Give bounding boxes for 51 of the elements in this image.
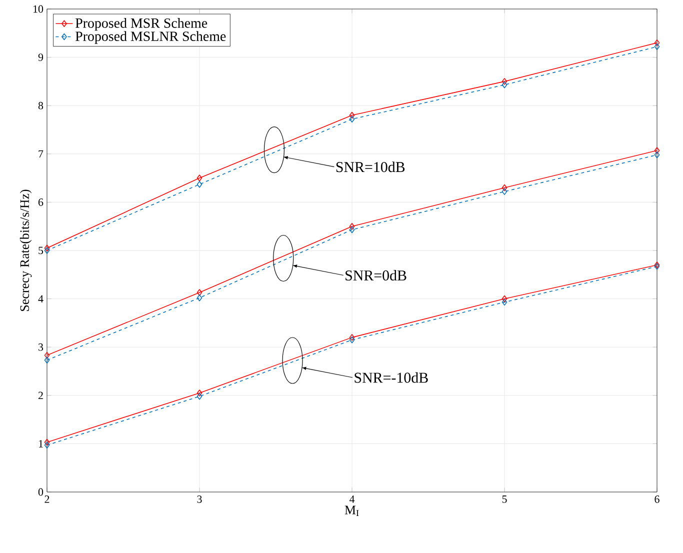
y-tick-label: 7	[38, 150, 44, 158]
point	[502, 78, 508, 85]
point	[44, 247, 50, 254]
point	[196, 180, 202, 188]
x-tick-label: 4	[349, 496, 355, 503]
annotation: SNR=0dB	[346, 270, 406, 281]
x-tick-label: 6	[654, 496, 660, 503]
y-tick-label: 3	[38, 343, 44, 351]
point	[44, 352, 50, 359]
point	[44, 356, 50, 364]
annotation: SNR=-10dB	[354, 372, 428, 383]
point	[502, 184, 508, 192]
y-tick-label: 5	[38, 246, 44, 254]
point	[44, 244, 50, 252]
y-tick-label: 8	[38, 102, 44, 110]
y-tick-label: 1	[38, 440, 43, 448]
point	[502, 295, 508, 302]
point	[349, 112, 355, 119]
point	[196, 294, 202, 302]
point	[502, 298, 508, 306]
x-tick-label: 2	[44, 496, 50, 503]
point	[654, 39, 660, 46]
y-tick-label: 0	[38, 488, 44, 496]
legend-label: Proposed MSR Scheme	[76, 18, 208, 31]
point	[44, 442, 50, 449]
point	[349, 334, 355, 341]
point	[502, 81, 508, 88]
y-tick-label: 10	[33, 5, 44, 13]
annotation: SNR=10dB	[336, 162, 405, 172]
point	[502, 188, 508, 195]
point	[349, 336, 355, 344]
y-tick-label: 6	[38, 198, 44, 206]
point	[349, 116, 355, 123]
point	[654, 147, 660, 154]
point	[196, 390, 202, 396]
point	[349, 222, 355, 230]
y-axis-title: Secrecy Rate(bits/s/Hz)	[20, 190, 32, 311]
x-tick-label: 5	[502, 496, 507, 503]
y-tick-label: 9	[38, 54, 44, 61]
point	[654, 43, 660, 50]
x-tick-label: 3	[197, 496, 202, 503]
point	[196, 289, 202, 296]
y-tick-label: 2	[38, 392, 43, 400]
point	[196, 392, 202, 400]
y-tick-label: 4	[38, 295, 44, 302]
legend-label: Proposed MSLNR Scheme	[76, 31, 226, 44]
point	[654, 151, 660, 158]
x-axis-title: M$_{I}$	[344, 506, 359, 516]
point	[349, 226, 355, 234]
point	[196, 174, 202, 182]
point	[44, 438, 50, 446]
